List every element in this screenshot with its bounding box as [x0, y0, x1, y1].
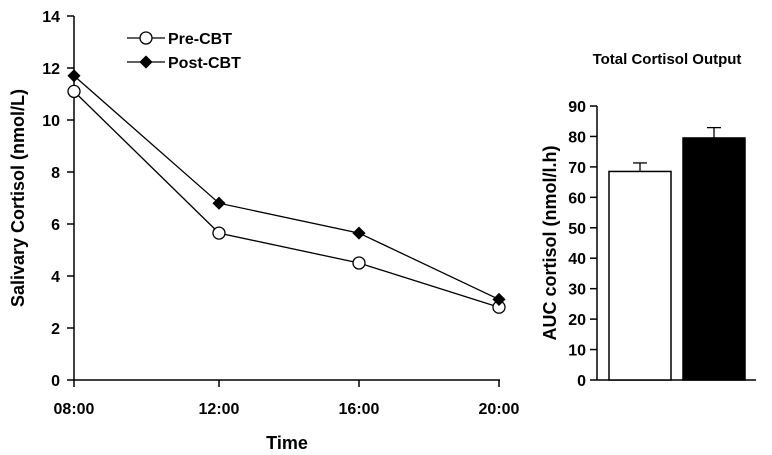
- bar-y-tick-label: 50: [568, 221, 586, 238]
- line-x-ticks: 08:00 12:00 16:00 20:00: [54, 380, 520, 418]
- line-x-tick-label: 20:00: [479, 401, 520, 418]
- line-series-group: [67, 69, 506, 314]
- legend-label: Pre-CBT: [168, 31, 232, 48]
- legend-marker: [139, 55, 153, 69]
- data-point: [352, 256, 366, 270]
- bar-y-tick-label: 70: [568, 160, 586, 177]
- bar-rect: [608, 170, 672, 381]
- line-y-tick-label: 6: [51, 217, 60, 234]
- data-point: [352, 226, 366, 240]
- bar-chart-title: Total Cortisol Output: [593, 51, 742, 68]
- line-y-tick-label: 10: [42, 113, 60, 130]
- bar-y-tick-label: 90: [568, 99, 586, 116]
- line-y-tick-label: 14: [42, 9, 60, 26]
- bar-y-tick-label: 20: [568, 312, 586, 329]
- line-y-tick-label: 2: [51, 321, 60, 338]
- bar-chart: Total Cortisol Output 0 10 20 30 40 50 60 70 80 9…: [540, 51, 756, 390]
- line-y-tick-label: 4: [51, 269, 60, 286]
- line-y-axis-title: Salivary Cortisol (nmol/L): [8, 89, 28, 307]
- line-chart: 0 2 4 6 8 10 12 14 08:00 12:00 16:00 20:00 Time Sa…: [8, 9, 520, 453]
- series-line: [73, 90, 500, 308]
- line-x-tick-label: 12:00: [199, 401, 240, 418]
- bar-y-tick-label: 0: [577, 373, 586, 390]
- bar-y-axis-title: AUC cortisol (nmol/l.h): [540, 146, 560, 341]
- line-series-1: [67, 69, 506, 306]
- legend-entry: Post-CBT: [127, 55, 241, 72]
- line-y-tick-label: 0: [51, 373, 60, 390]
- bar-bars-group: [608, 126, 746, 381]
- line-y-ticks: 0 2 4 6 8 10 12 14: [42, 9, 74, 390]
- data-point: [492, 292, 506, 306]
- line-legend: Pre-CBT Post-CBT: [127, 31, 241, 72]
- bar-1: [682, 126, 746, 381]
- line-x-tick-label: 08:00: [54, 401, 95, 418]
- data-point: [67, 69, 81, 83]
- data-point: [212, 226, 226, 240]
- bar-rect: [682, 137, 746, 381]
- legend-marker: [139, 31, 153, 45]
- bar-0: [608, 162, 672, 381]
- bar-y-tick-label: 30: [568, 282, 586, 299]
- bar-y-tick-label: 80: [568, 129, 586, 146]
- bar-y-tick-label: 40: [568, 251, 586, 268]
- bar-y-ticks: 0 10 20 30 40 50 60 70 80 90: [568, 99, 597, 390]
- line-series-0: [67, 84, 506, 314]
- data-point: [67, 84, 81, 99]
- series-line: [73, 75, 500, 300]
- line-x-axis-title: Time: [266, 433, 308, 453]
- data-point: [212, 196, 226, 210]
- line-y-tick-label: 12: [42, 61, 60, 78]
- bar-y-tick-label: 60: [568, 190, 586, 207]
- legend-label: Post-CBT: [168, 55, 241, 72]
- bar-y-tick-label: 10: [568, 343, 586, 360]
- line-y-tick-label: 8: [51, 165, 60, 182]
- line-x-tick-label: 16:00: [339, 401, 380, 418]
- legend-entry: Pre-CBT: [127, 31, 232, 48]
